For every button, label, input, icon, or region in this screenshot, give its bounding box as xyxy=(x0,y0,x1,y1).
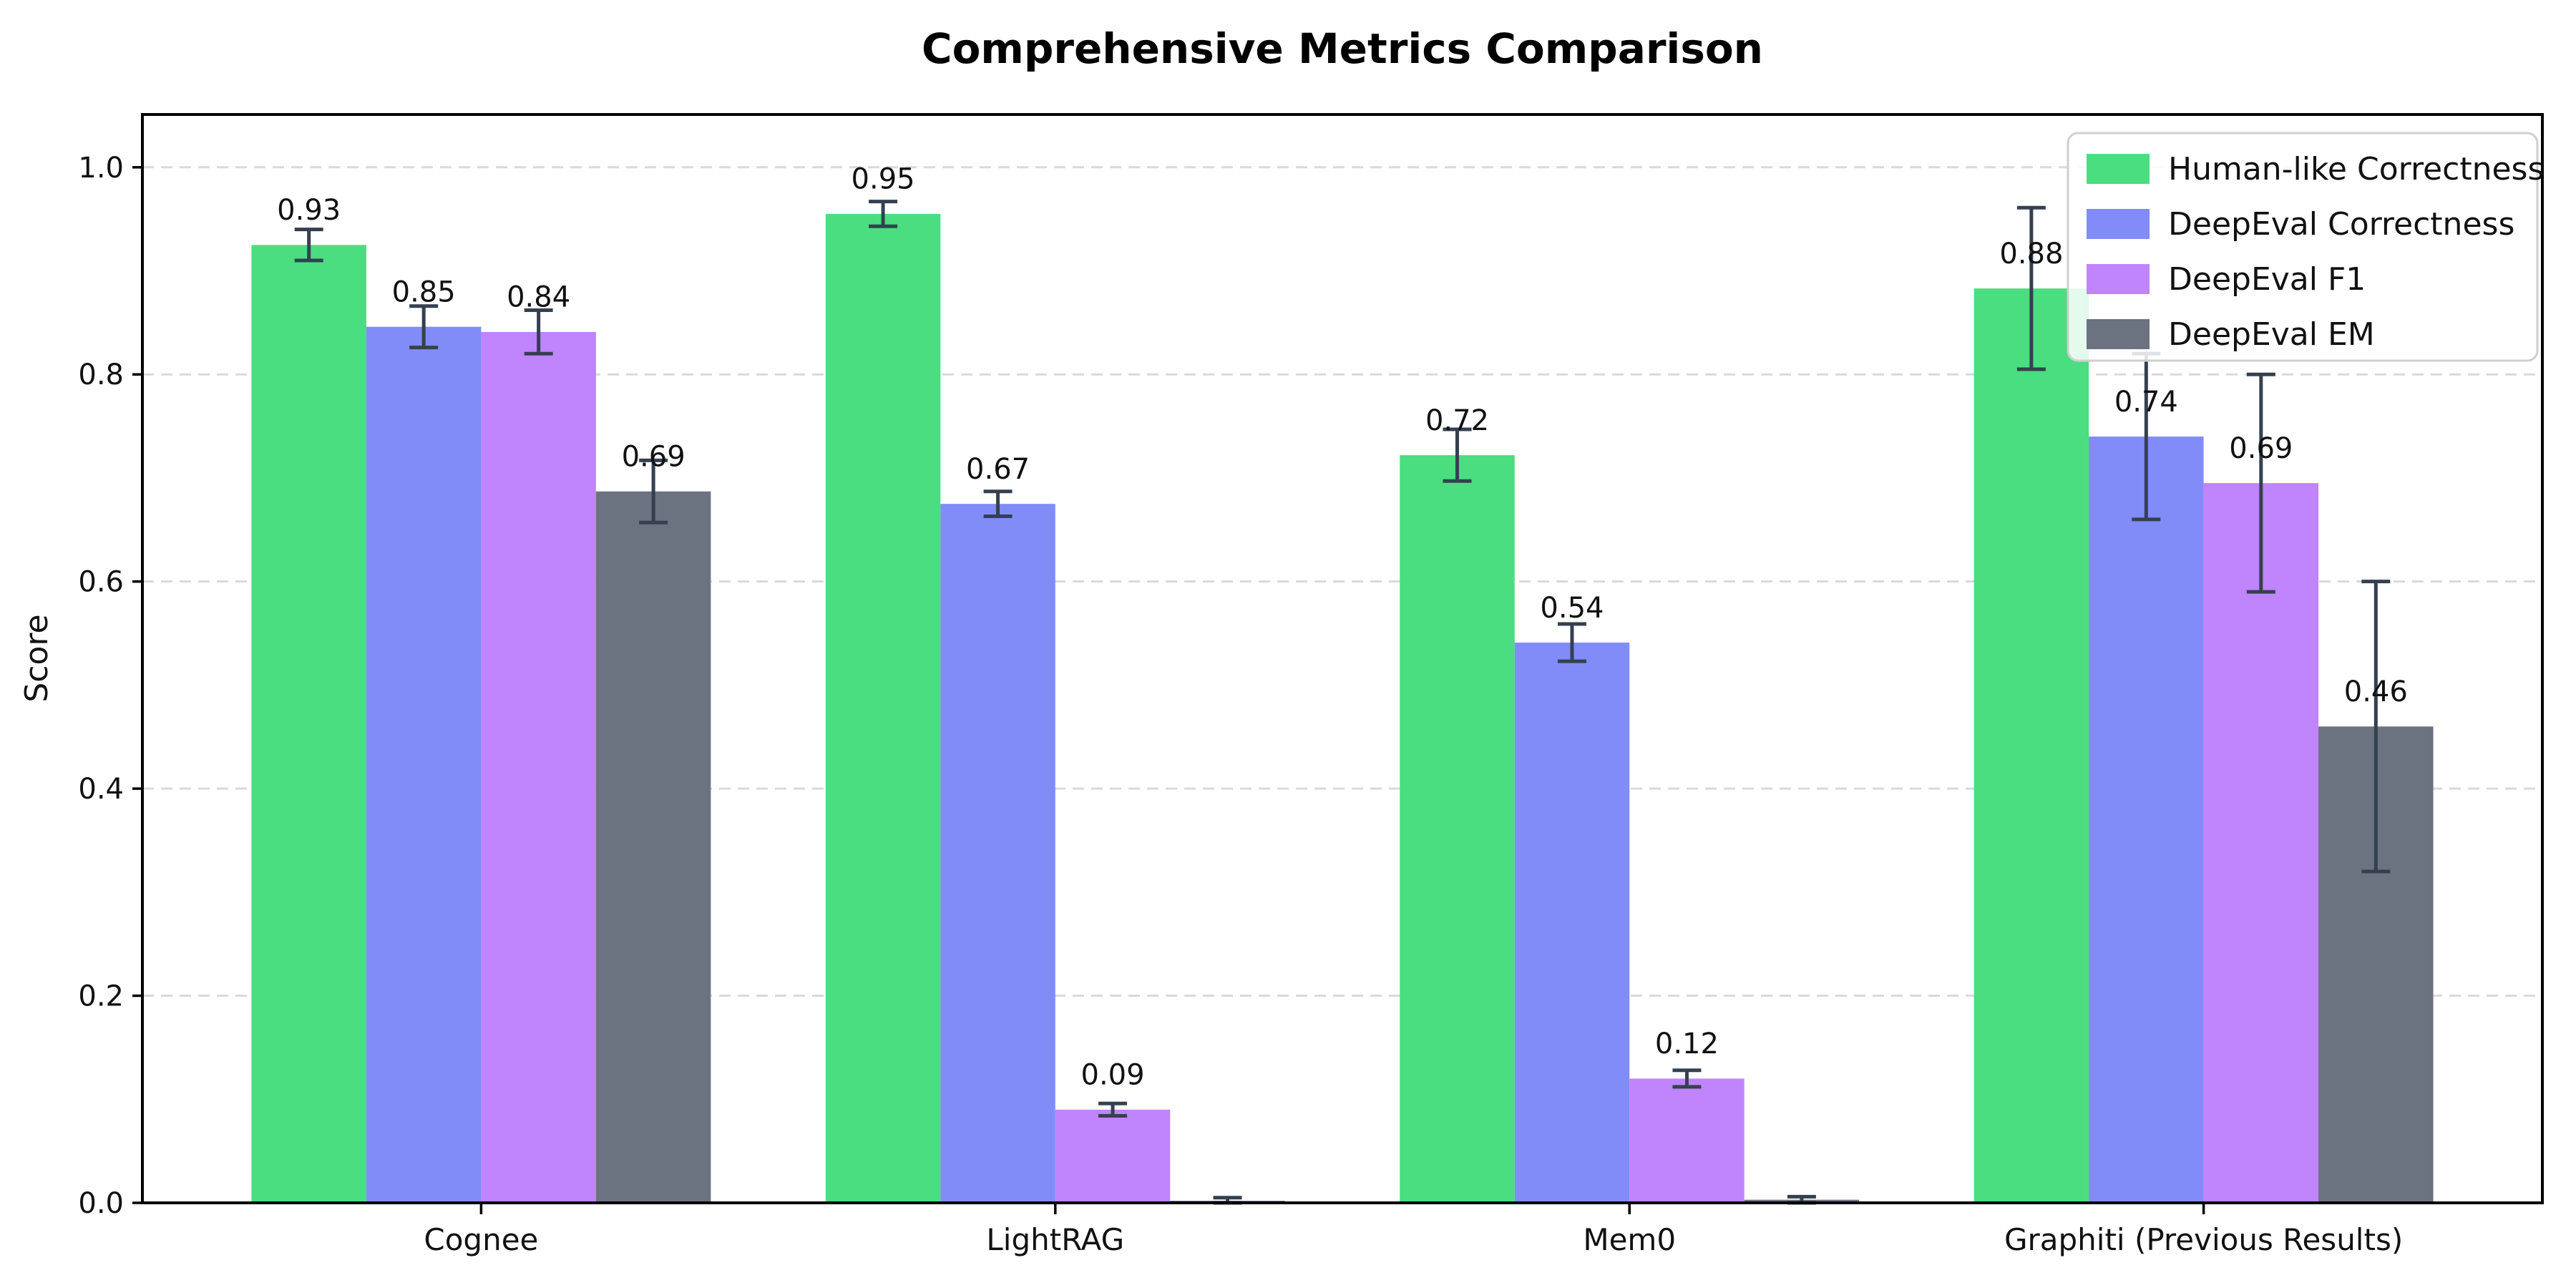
bar xyxy=(940,504,1055,1203)
legend-label-human-like-correctness: Human-like Correctness xyxy=(2168,151,2544,187)
bar xyxy=(1055,1109,1171,1203)
bar xyxy=(251,245,366,1204)
legend-label-deepeval-correctness: DeepEval Correctness xyxy=(2168,206,2514,243)
value-label: 0.69 xyxy=(2229,432,2293,465)
value-label: 0.12 xyxy=(1655,1028,1719,1060)
bar xyxy=(1974,288,2089,1204)
value-label: 0.67 xyxy=(966,453,1030,486)
bar xyxy=(481,331,596,1204)
bar xyxy=(825,213,941,1203)
x-tick-label: LightRAG xyxy=(986,1222,1124,1257)
y-tick-label: 0.2 xyxy=(78,980,124,1013)
bar xyxy=(595,491,711,1203)
legend-swatch-deepeval-em xyxy=(2087,319,2150,349)
y-tick-label: 0.0 xyxy=(78,1187,124,1220)
bar xyxy=(1400,455,1515,1204)
legend-swatch-human-like-correctness xyxy=(2087,154,2150,184)
value-label: 0.72 xyxy=(1425,404,1489,437)
value-label: 0.95 xyxy=(852,163,915,196)
value-label: 0.09 xyxy=(1081,1058,1145,1091)
y-tick-label: 0.8 xyxy=(78,358,124,391)
legend-swatch-deepeval-correctness xyxy=(2087,209,2150,239)
y-tick-label: 1.0 xyxy=(78,152,124,185)
bar xyxy=(366,326,482,1204)
y-tick-label: 0.4 xyxy=(78,773,124,806)
value-label: 0.88 xyxy=(1999,238,2063,270)
value-label: 0.69 xyxy=(622,440,686,473)
value-label: 0.74 xyxy=(2114,386,2178,419)
y-axis-label: Score xyxy=(19,614,55,702)
legend-box xyxy=(2067,132,2539,362)
bar xyxy=(2089,436,2204,1203)
legend-swatch-deepeval-f1 xyxy=(2087,264,2150,294)
chart-title: Comprehensive Metrics Comparison xyxy=(922,24,1763,73)
value-label: 0.93 xyxy=(277,194,341,227)
legend: Human-like Correctness DeepEval Correctn… xyxy=(2067,132,2544,362)
value-label: 0.85 xyxy=(392,275,456,308)
y-tick-label: 0.6 xyxy=(78,566,124,599)
plot-frame xyxy=(141,113,2544,1204)
bar xyxy=(2203,483,2319,1203)
value-label: 0.46 xyxy=(2344,675,2408,708)
x-tick-label: Graphiti (Previous Results) xyxy=(2004,1222,2403,1257)
legend-label-deepeval-em: DeepEval EM xyxy=(2168,316,2375,353)
x-tick-label: Mem0 xyxy=(1583,1222,1676,1257)
legend-label-deepeval-f1: DeepEval F1 xyxy=(2168,261,2366,298)
x-tick-label: Cognee xyxy=(424,1222,538,1257)
value-label: 0.54 xyxy=(1540,592,1604,625)
bar xyxy=(1514,643,1630,1203)
plot-area: 0.0 0.2 0.4 0.6 0.8 1.0 Cognee LightRAG Mem0 Grap… xyxy=(78,152,2542,1257)
bar xyxy=(1629,1078,1745,1203)
value-label: 0.84 xyxy=(507,281,570,314)
